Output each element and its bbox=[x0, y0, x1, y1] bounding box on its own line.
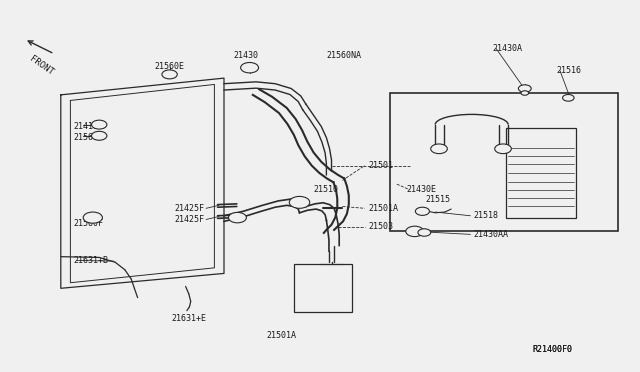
Circle shape bbox=[563, 94, 574, 101]
Text: 21631+E: 21631+E bbox=[172, 314, 206, 323]
Text: 21503: 21503 bbox=[368, 222, 393, 231]
Circle shape bbox=[415, 207, 429, 215]
Circle shape bbox=[289, 196, 310, 208]
Text: 21631+B: 21631+B bbox=[74, 256, 109, 265]
Circle shape bbox=[228, 212, 246, 223]
Text: R21400F0: R21400F0 bbox=[532, 345, 573, 354]
Circle shape bbox=[418, 229, 431, 236]
Text: 21560F: 21560F bbox=[74, 219, 104, 228]
Circle shape bbox=[521, 91, 529, 95]
Text: 21501A: 21501A bbox=[368, 204, 398, 213]
Text: 21430AA: 21430AA bbox=[474, 230, 509, 239]
Bar bbox=[506, 128, 576, 218]
Text: R21400F0: R21400F0 bbox=[532, 345, 573, 354]
Text: 21501A: 21501A bbox=[267, 331, 296, 340]
Circle shape bbox=[162, 70, 177, 79]
Circle shape bbox=[518, 85, 531, 92]
Bar bbox=[390, 93, 618, 231]
Text: 21515: 21515 bbox=[426, 195, 451, 203]
Circle shape bbox=[406, 226, 424, 237]
Text: 21501: 21501 bbox=[368, 161, 393, 170]
Text: 21518: 21518 bbox=[474, 211, 499, 220]
Text: 21430A: 21430A bbox=[493, 44, 523, 53]
Text: 21430: 21430 bbox=[234, 51, 259, 60]
Circle shape bbox=[92, 131, 107, 140]
Bar bbox=[294, 264, 352, 312]
Text: FRONT: FRONT bbox=[28, 54, 55, 77]
Circle shape bbox=[92, 120, 107, 129]
Text: 21560N: 21560N bbox=[74, 133, 104, 142]
Circle shape bbox=[495, 144, 511, 154]
Circle shape bbox=[83, 212, 102, 223]
Text: 21560NA: 21560NA bbox=[326, 51, 362, 60]
Text: 21516: 21516 bbox=[557, 66, 582, 75]
Text: 21411A: 21411A bbox=[74, 122, 104, 131]
Text: 21560E: 21560E bbox=[155, 62, 184, 71]
Circle shape bbox=[431, 144, 447, 154]
Text: 21430E: 21430E bbox=[406, 185, 436, 194]
Text: 21425F: 21425F bbox=[175, 204, 205, 213]
Circle shape bbox=[241, 62, 259, 73]
Text: 21510: 21510 bbox=[314, 185, 339, 194]
Text: 21425F: 21425F bbox=[175, 215, 205, 224]
